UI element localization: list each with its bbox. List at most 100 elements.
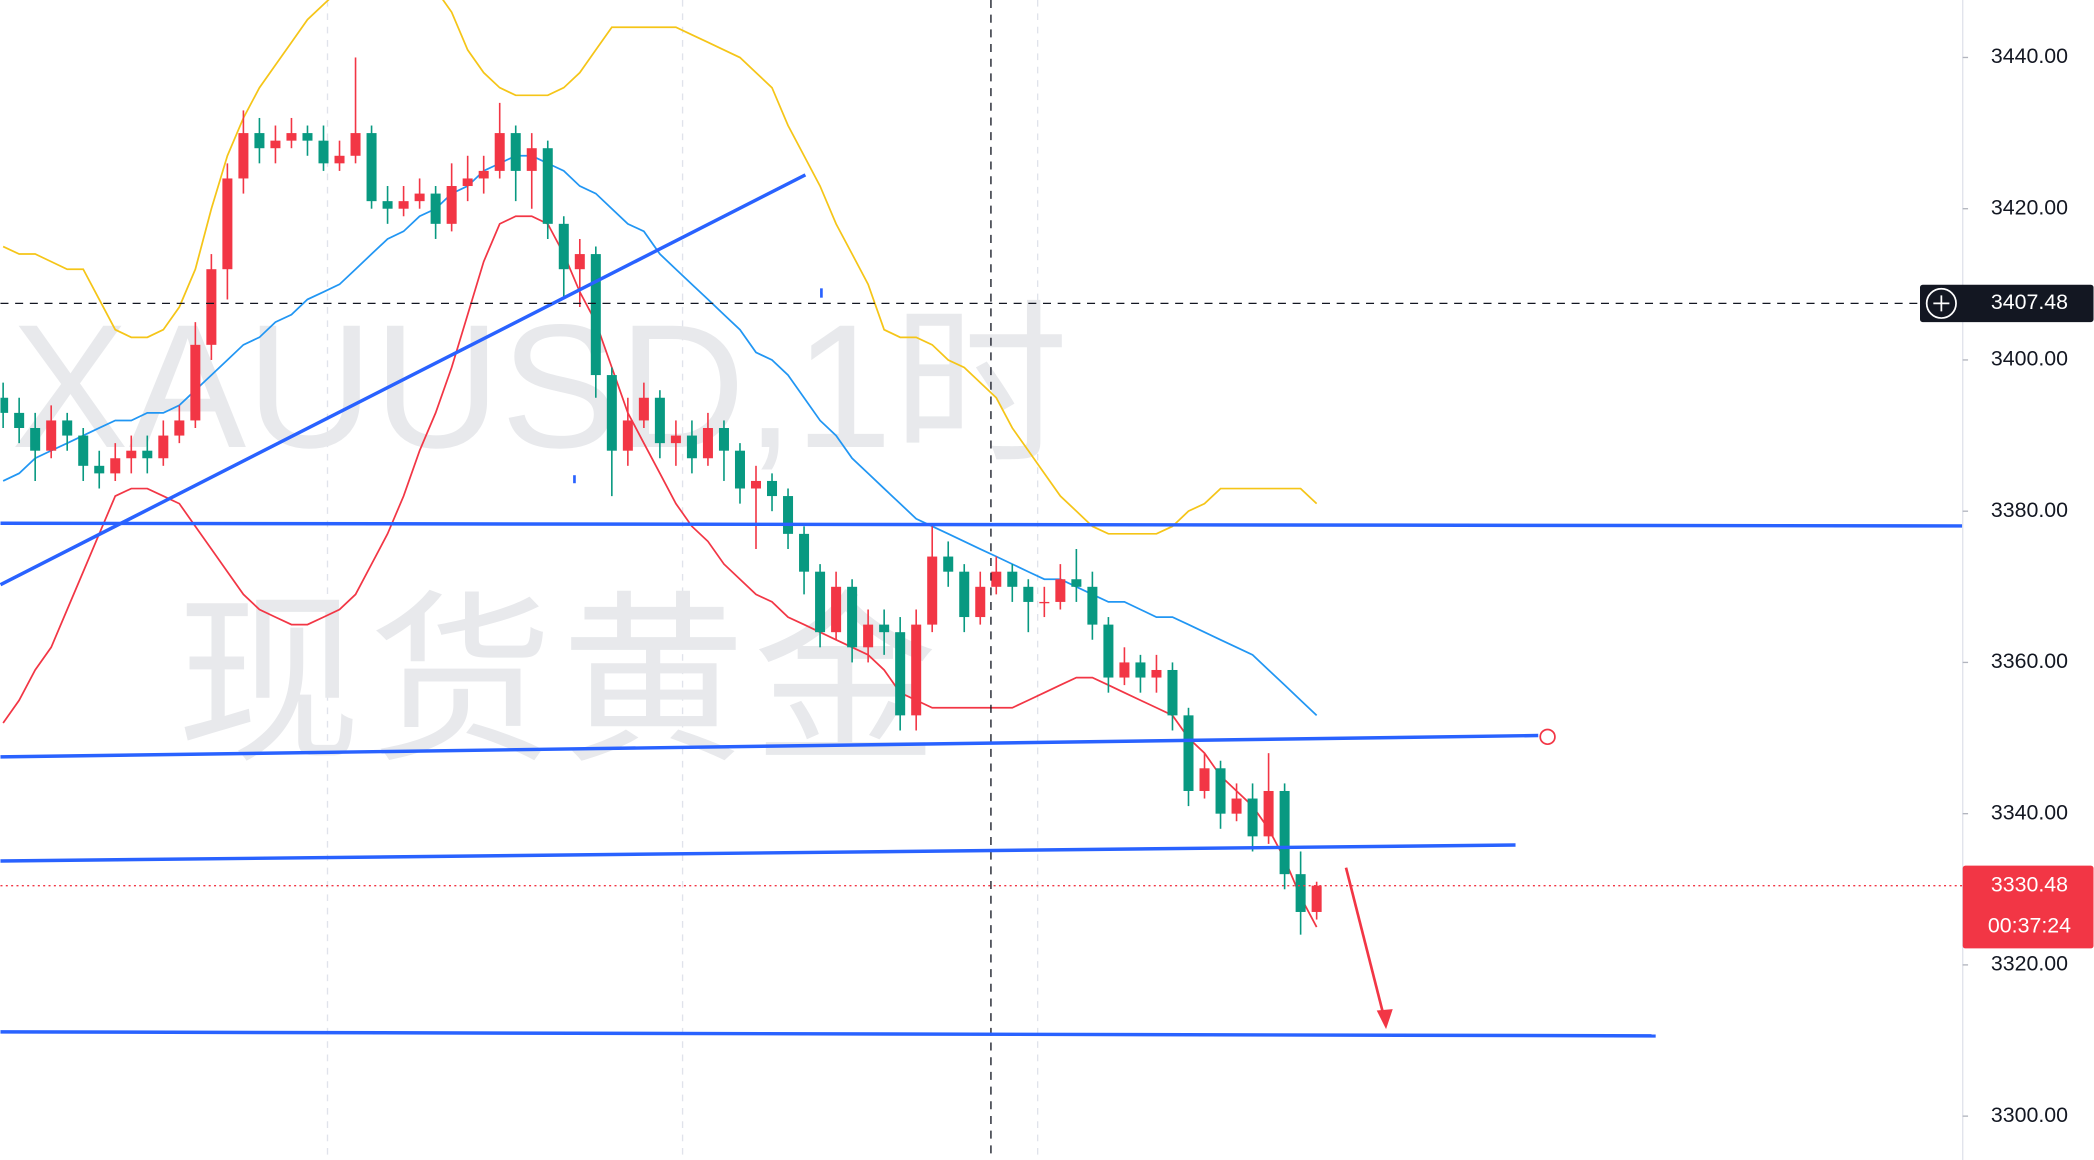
candle-body [863,624,874,648]
candle-body [1295,874,1306,912]
anchor-handle[interactable] [1539,728,1556,746]
y-tick-label: 3420.00 [1991,195,2068,219]
vertical-grid [326,0,1039,1160]
arrow-shaft [1344,867,1387,1021]
candle-body [1071,579,1082,587]
candle-body [494,133,505,171]
candles [0,57,1322,935]
candle-body [94,465,105,474]
candle-body [446,186,457,224]
candle-body [0,397,9,413]
candle-body [1135,662,1146,678]
candle-body [975,586,986,618]
candle-body [574,254,585,270]
watermark-name: 现货黄金 [177,579,946,785]
indicator-line [2,154,1318,716]
candle-body [943,556,954,572]
candle-body [1199,768,1210,791]
candle-body [462,178,473,187]
candle-body [879,624,890,633]
y-tick-label: 3360.00 [1991,649,2068,673]
candle-body [895,632,906,716]
candle-body [126,450,137,459]
horizontal-line[interactable] [0,733,1539,759]
candle-body [46,420,57,451]
candle-body [334,155,345,164]
candle-body [799,533,810,572]
candle-body [478,170,489,179]
candle-body [318,140,329,164]
candle-body [414,193,425,202]
candle-body [254,133,265,149]
candle-body [831,586,842,633]
last-price-box [1962,865,2094,949]
candle-body [238,133,249,179]
candle-body [1263,790,1274,837]
candle-body [430,193,441,224]
candle-body [767,480,778,497]
candle-body [911,624,922,716]
candle-body [783,496,794,534]
candle-body [526,148,537,171]
candle-body [302,133,313,141]
candle-body [815,571,826,633]
candle-body [622,420,633,451]
candle-body [222,178,233,270]
candle-body [14,412,25,429]
candle-body [686,435,697,459]
indicators [2,0,1318,928]
candle-body [62,420,73,436]
candle-body [286,133,297,141]
candle-body [1151,669,1162,678]
countdown-label: 00:37:24 [1988,914,2071,938]
indicator-line [2,0,1318,535]
candle-body [1311,885,1322,912]
candle-body [1103,624,1114,678]
candle-body [638,397,649,421]
candle-body [510,133,521,171]
candle-body [1039,601,1050,604]
candle-body [718,428,729,451]
horizontal-line[interactable] [0,843,1516,863]
candle-body [590,254,601,376]
trend-line[interactable] [0,173,807,587]
candle-body [1167,669,1178,716]
candle-body [1231,798,1242,814]
candle-body [750,480,762,489]
candle-body [398,201,409,209]
candle-body [734,450,745,489]
candle-body [558,223,569,270]
candle-body [190,344,201,421]
horizontal-line[interactable] [0,1030,1656,1038]
candle-body [959,571,970,618]
candle-body [1279,790,1290,875]
y-tick-label: 3320.00 [1991,952,2068,976]
crosshair-icon [1925,287,1957,319]
crosshair-icon-plus [1933,295,1950,312]
horizontal-line[interactable] [0,521,1963,528]
candle-body [654,397,665,444]
arrow[interactable] [1344,867,1393,1030]
candle-body [142,450,153,459]
candle-body [206,269,217,345]
candle-body [702,428,713,459]
candle-body [110,458,121,474]
crosshair-price-label: 3407.48 [1991,290,2068,314]
drawings[interactable] [0,173,1963,1038]
candle-body [270,140,281,149]
candle-body [1183,715,1194,791]
candle-body [991,571,1002,587]
last-price-label: 3330.48 [1991,872,2068,896]
y-tick-label: 3400.00 [1991,347,2068,371]
candle-body [1007,571,1018,587]
price-axis: 3300.00 3320.00 3340.00 3360.00 3380.00 3400.… [1962,44,2068,1127]
y-tick-label: 3440.00 [1991,44,2068,68]
watermark-symbol: XAUUSD,1时 [11,288,1068,485]
candle-body [1087,586,1098,625]
candle-body [158,435,169,459]
y-tick-label: 3300.00 [1991,1103,2068,1127]
candle-body [1247,798,1258,837]
candle-body [927,556,938,625]
